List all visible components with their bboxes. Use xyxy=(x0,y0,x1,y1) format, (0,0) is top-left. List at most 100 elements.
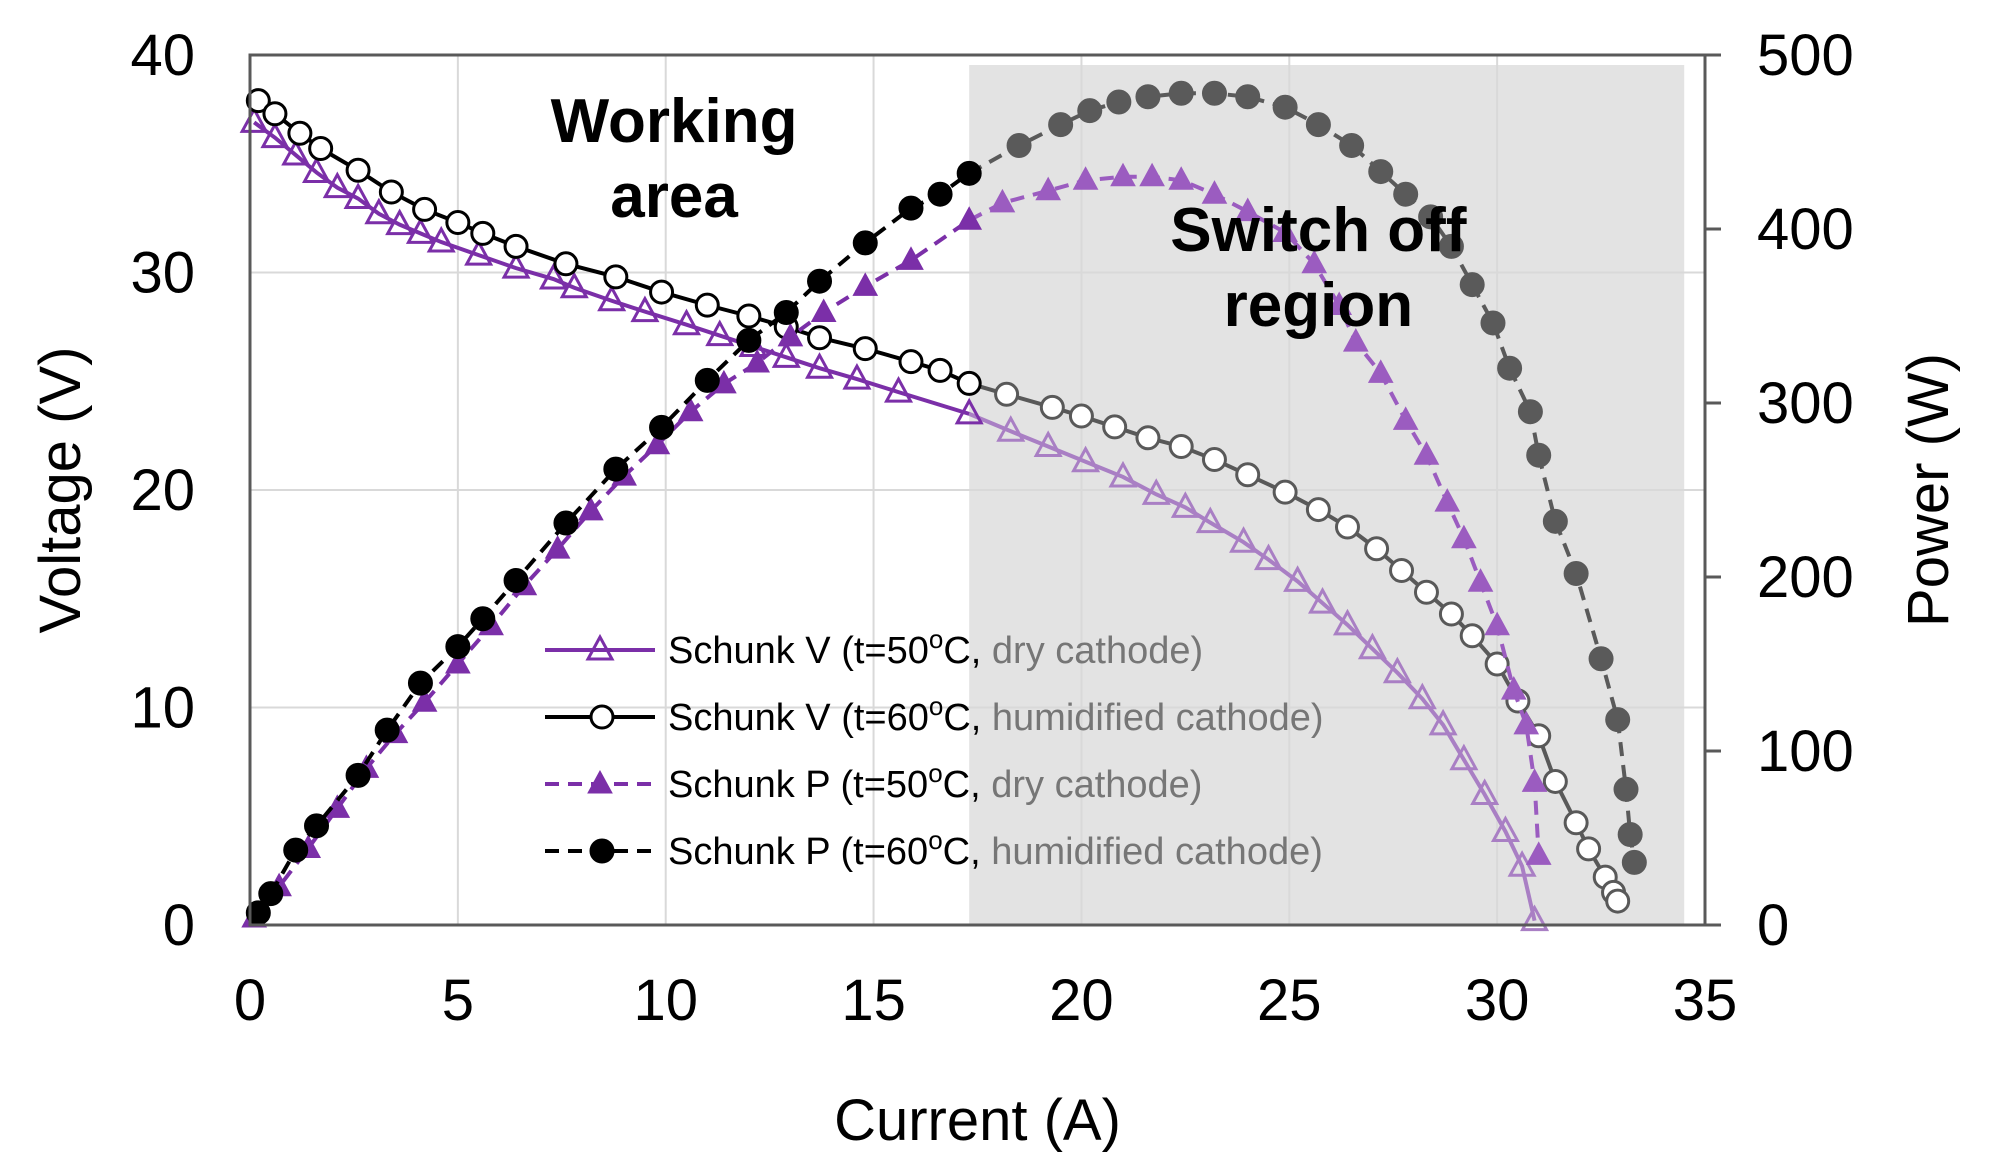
data-point xyxy=(956,370,982,396)
data-point xyxy=(852,272,879,296)
data-point xyxy=(956,206,983,230)
data-point xyxy=(1413,579,1439,605)
data-point xyxy=(374,717,400,743)
data-point xyxy=(1253,543,1284,571)
legend-label: Schunk V (t=50oC, dry cathode) xyxy=(668,624,1203,672)
data-point xyxy=(927,181,953,207)
data-point xyxy=(412,196,438,222)
data-point xyxy=(736,327,762,353)
data-point xyxy=(649,414,675,440)
data-point xyxy=(260,121,290,149)
data-point xyxy=(694,292,720,318)
data-point xyxy=(1201,80,1227,106)
data-point xyxy=(1201,180,1228,204)
data-point xyxy=(262,101,288,127)
data-point xyxy=(1102,414,1128,440)
data-point xyxy=(805,352,835,379)
data-point xyxy=(807,325,833,351)
data-point xyxy=(1470,778,1500,805)
series-2 xyxy=(245,88,1631,914)
data-point xyxy=(559,271,589,299)
series-line-working xyxy=(256,171,971,914)
data-point xyxy=(677,397,704,422)
data-point xyxy=(1168,80,1194,106)
data-point xyxy=(1449,743,1479,771)
data-point xyxy=(644,430,671,455)
data-point xyxy=(1513,710,1540,735)
data-point xyxy=(1201,447,1227,473)
data-point xyxy=(1229,526,1259,553)
data-point xyxy=(1168,166,1195,190)
plot-area-frame xyxy=(248,53,1707,927)
data-point xyxy=(1613,776,1639,802)
data-point xyxy=(1033,430,1063,457)
data-point xyxy=(898,349,924,375)
gridlines xyxy=(250,55,1705,925)
working-area-label: area xyxy=(610,162,738,231)
data-point xyxy=(1308,586,1338,614)
data-point xyxy=(1135,84,1161,110)
data-point xyxy=(1393,181,1419,207)
data-point xyxy=(405,217,435,244)
data-point xyxy=(1413,441,1440,465)
data-point xyxy=(1035,176,1062,201)
data-point xyxy=(445,209,471,235)
data-point xyxy=(1389,557,1415,583)
data-point xyxy=(1071,445,1101,473)
switch-off-region-label: region xyxy=(1224,271,1413,340)
series-1 xyxy=(239,106,1550,932)
legend: Schunk V (t=50oC, dry cathode) Schunk V (… xyxy=(545,624,1324,873)
data-point xyxy=(1467,568,1494,592)
data-point xyxy=(1542,768,1568,794)
data-point xyxy=(470,220,496,246)
series-line-switch-off xyxy=(968,412,1537,922)
x-tick-label: 30 xyxy=(1465,968,1530,1033)
data-point xyxy=(1272,218,1298,242)
data-point xyxy=(1305,497,1331,523)
series-line-switch-off xyxy=(968,91,1637,863)
data-point xyxy=(705,319,735,347)
data-point xyxy=(343,182,373,210)
data-point xyxy=(1367,359,1394,383)
data-point xyxy=(553,510,579,536)
x-axis-title: Current (A) xyxy=(834,1088,1121,1153)
data-point xyxy=(1459,623,1485,649)
data-point xyxy=(1135,425,1161,451)
data-point xyxy=(630,295,660,323)
legend-marker xyxy=(585,633,615,661)
data-point xyxy=(1234,197,1261,222)
x-tick-label: 5 xyxy=(442,968,474,1033)
data-point xyxy=(322,171,352,199)
data-point xyxy=(1048,112,1074,138)
working-area-label: Working xyxy=(551,87,798,156)
data-point xyxy=(989,188,1016,213)
data-point xyxy=(1407,682,1437,710)
data-point xyxy=(1605,888,1631,914)
data-point xyxy=(1141,478,1171,505)
series-line-working xyxy=(252,120,970,416)
data-point xyxy=(301,156,332,183)
x-tick-label: 25 xyxy=(1257,968,1322,1033)
data-point xyxy=(1039,394,1065,420)
data-point xyxy=(1272,479,1298,505)
data-point xyxy=(1068,403,1094,429)
y2-tick-label: 200 xyxy=(1757,545,1854,610)
y-axis-title: Voltage (V) xyxy=(28,347,93,634)
data-point xyxy=(1168,434,1194,459)
y-tick-label: 10 xyxy=(130,676,195,741)
data-point xyxy=(501,252,531,279)
data-point xyxy=(445,634,471,660)
data-point xyxy=(1170,491,1200,518)
data-point xyxy=(1617,822,1643,848)
data-point xyxy=(1542,508,1568,534)
data-point xyxy=(1301,249,1328,274)
data-point xyxy=(470,606,496,632)
data-point xyxy=(1621,849,1647,875)
data-point xyxy=(411,688,438,712)
data-point xyxy=(773,300,799,326)
data-point xyxy=(1072,166,1099,190)
switch-off-region-label: Switch off xyxy=(1170,196,1467,265)
data-point xyxy=(671,308,702,336)
